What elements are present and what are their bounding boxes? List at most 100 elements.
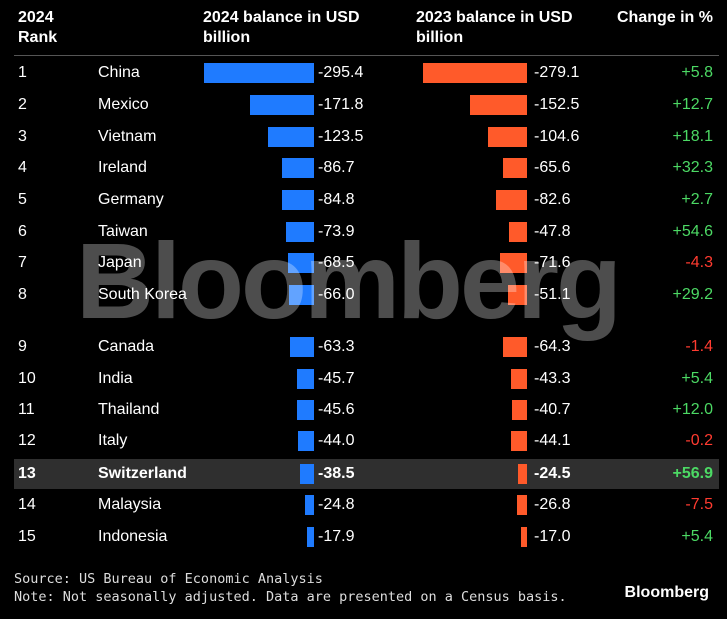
country-cell: Vietnam [98,128,157,145]
rank-cell: 9 [18,338,27,355]
bar-2024 [204,63,314,83]
table-row: 15 Indonesia -17.9 -17.0 +5.4 [14,527,719,555]
value-2023: -64.3 [534,338,571,355]
country-cell: Malaysia [98,496,162,513]
bar-2024 [297,400,314,420]
value-2023: -279.1 [534,64,580,81]
value-2024: -295.4 [318,64,364,81]
table-row: 8 South Korea -66.0 -51.1 +29.2 [14,285,719,333]
value-2024: -171.8 [318,96,364,113]
value-2023: -44.1 [534,432,571,449]
bar-2023 [520,527,527,547]
value-2023: -17.0 [534,528,571,545]
country-cell: India [98,370,133,387]
table-row: 12 Italy -44.0 -44.1 -0.2 [14,431,719,459]
value-2024: -38.5 [318,465,355,482]
bar-2024 [286,222,314,242]
country-cell: South Korea [98,286,187,303]
bar-2024 [296,369,314,389]
rank-cell: 14 [18,496,36,513]
rank-cell: 7 [18,254,27,271]
bar-2024 [281,158,314,178]
value-2023: -47.8 [534,223,571,240]
rank-cell: 8 [18,286,27,303]
value-2023: -71.6 [534,254,571,271]
bar-2023 [488,127,527,147]
data-table: 1 China -295.4 -279.1 +5.8 2 Mexico -171.8 -152.… [14,63,719,555]
change-cell: +56.9 [672,465,713,482]
bar-2024 [290,337,314,357]
country-cell: Taiwan [98,223,148,240]
value-2023: -51.1 [534,286,571,303]
country-cell: Mexico [98,96,149,113]
country-cell: China [98,64,140,81]
header-change: Change in % [616,9,713,26]
value-2024: -63.3 [318,338,355,355]
header-2023-balance: 2023 balance in USD billion [416,9,573,46]
bar-2023 [509,222,527,242]
table-row: 9 Canada -63.3 -64.3 -1.4 [14,337,719,365]
country-cell: Switzerland [98,465,187,482]
country-cell: Canada [98,338,155,355]
data-note: Note: Not seasonally adjusted. Data are … [14,589,567,605]
value-2024: -123.5 [318,128,364,145]
table-row: 4 Ireland -86.7 -65.6 +32.3 [14,158,719,186]
change-cell: -0.2 [685,432,713,449]
change-cell: +2.7 [681,191,713,208]
footer: Source: US Bureau of Economic Analysis N… [14,570,567,606]
rank-cell: 11 [18,401,35,418]
value-2023: -104.6 [534,128,580,145]
bar-2023 [500,253,527,273]
value-2024: -45.6 [318,401,355,418]
value-2024: -86.7 [318,159,355,176]
rank-cell: 4 [18,159,27,176]
value-2024: -24.8 [318,496,355,513]
rank-cell: 12 [18,432,36,449]
change-cell: +32.3 [672,159,713,176]
header-divider [14,55,719,56]
value-2024: -68.5 [318,254,355,271]
bar-2023 [503,337,527,357]
bar-2024 [297,431,314,451]
value-2024: -73.9 [318,223,355,240]
source-note: Source: US Bureau of Economic Analysis [14,571,323,587]
value-2023: -26.8 [534,496,571,513]
rank-cell: 3 [18,128,27,145]
table-row: 5 Germany -84.8 -82.6 +2.7 [14,190,719,218]
value-2024: -66.0 [318,286,355,303]
table-row: 7 Japan -68.5 -71.6 -4.3 [14,253,719,281]
change-cell: +12.0 [672,401,713,418]
bar-2023 [496,190,527,210]
value-2024: -17.9 [318,528,355,545]
rank-cell: 15 [18,528,36,545]
change-cell: +5.8 [681,64,713,81]
bar-2024 [289,285,314,305]
country-cell: Japan [98,254,142,271]
country-cell: Ireland [98,159,147,176]
table-row: 11 Thailand -45.6 -40.7 +12.0 [14,400,719,428]
bar-2023 [470,95,527,115]
change-cell: -7.5 [685,496,713,513]
table-row: 2 Mexico -171.8 -152.5 +12.7 [14,95,719,123]
value-2023: -24.5 [534,465,571,482]
table-row: 10 India -45.7 -43.3 +5.4 [14,369,719,397]
bar-2024 [307,527,314,547]
bar-2024 [288,253,314,273]
bar-2024 [250,95,314,115]
rank-cell: 10 [18,370,36,387]
rank-cell: 13 [18,465,36,482]
rank-cell: 2 [18,96,27,113]
change-cell: +12.7 [672,96,713,113]
country-cell: Indonesia [98,528,168,545]
change-cell: +18.1 [672,128,713,145]
table-row: 1 China -295.4 -279.1 +5.8 [14,63,719,91]
value-2023: -40.7 [534,401,571,418]
change-cell: -1.4 [685,338,713,355]
country-cell: Italy [98,432,128,449]
value-2024: -44.0 [318,432,355,449]
rank-cell: 5 [18,191,27,208]
value-2023: -65.6 [534,159,571,176]
bar-2023 [502,158,527,178]
rank-cell: 6 [18,223,27,240]
table-row: 6 Taiwan -73.9 -47.8 +54.6 [14,222,719,250]
